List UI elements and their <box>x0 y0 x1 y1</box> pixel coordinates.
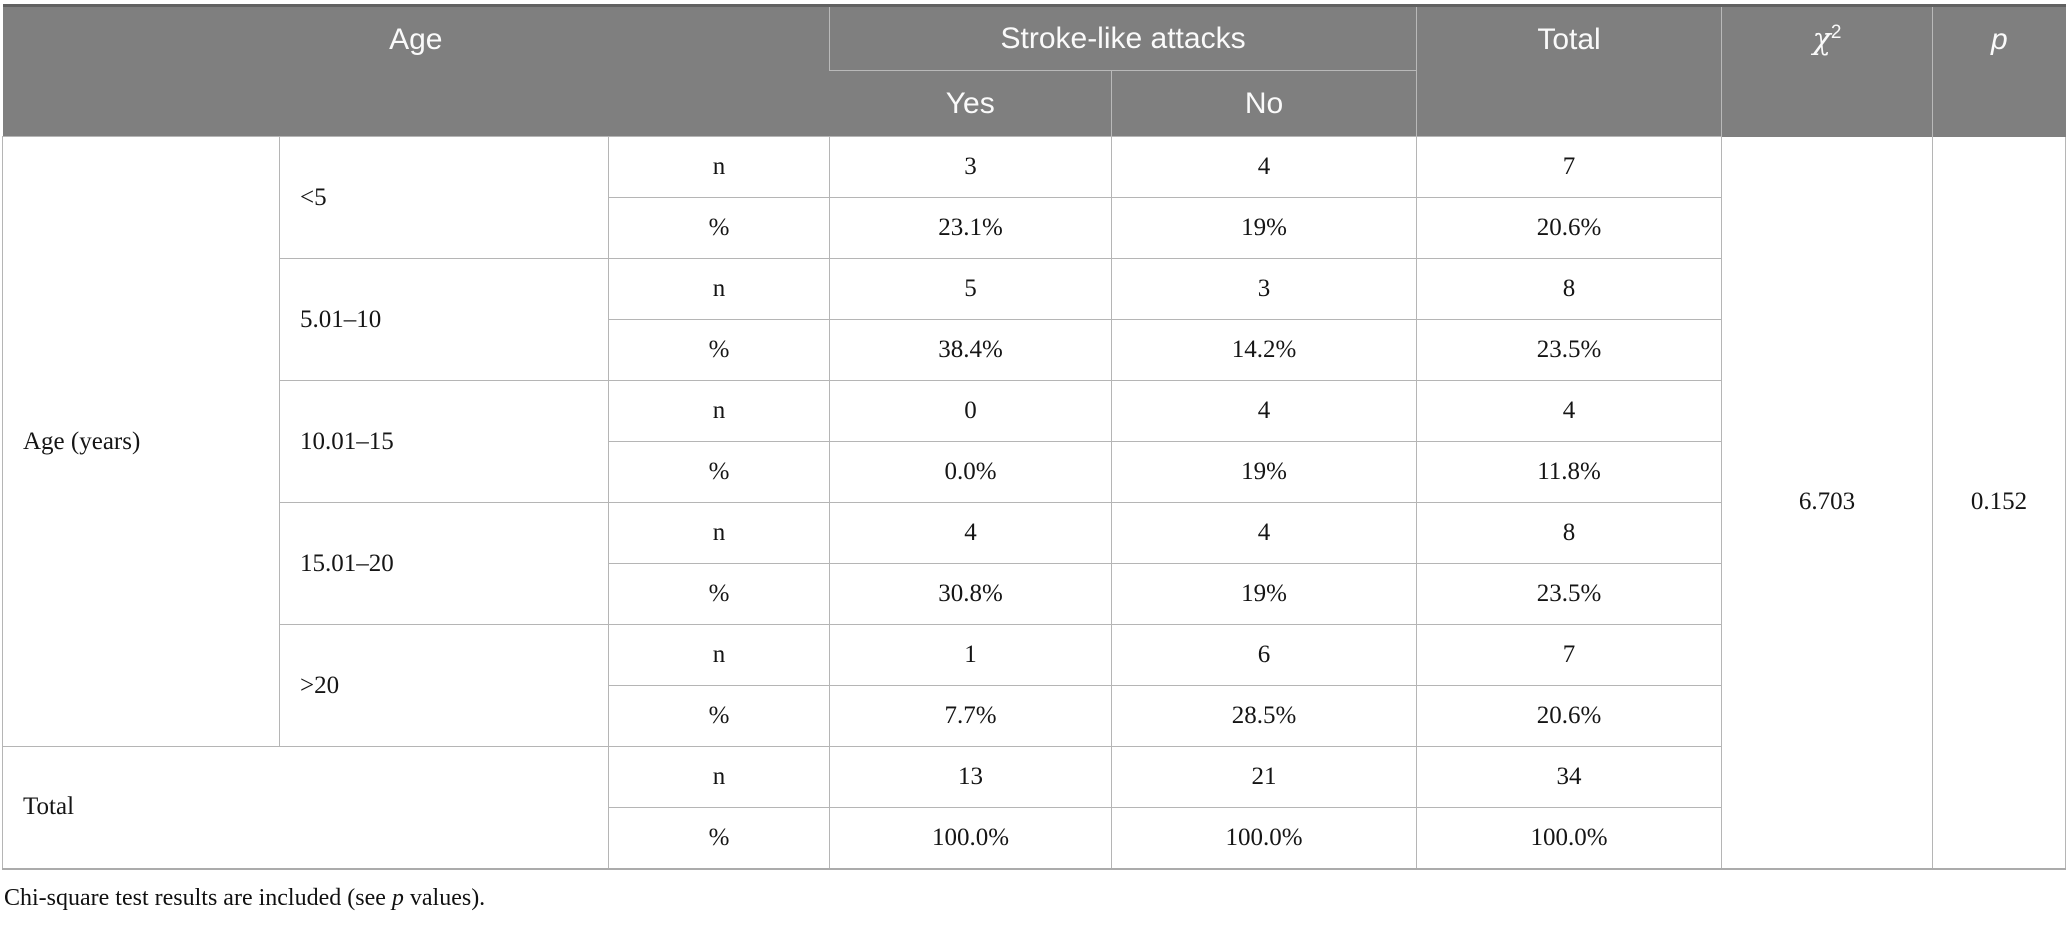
cell-total-pct-no: 100.0% <box>1111 807 1418 869</box>
header-no: No <box>1111 70 1417 137</box>
cell-g2-n-total: 4 <box>1416 380 1723 442</box>
header-stroke-like-attacks: Stroke-like attacks <box>829 5 1417 71</box>
table-row: 15.01–20 n 4 4 8 <box>3 502 2066 625</box>
cell-g4-n-total: 7 <box>1416 624 1723 686</box>
measure-label-pct: % <box>607 197 831 259</box>
table-row: Age (years) <5 n 3 4 7 6.703 0.152 <box>2 136 2067 869</box>
age-group-label-4: >20 <box>279 624 609 747</box>
table-row-total: % 100.0% 100.0% 100.0% <box>3 807 2066 869</box>
cell-g4-n-no: 6 <box>1111 624 1418 686</box>
measure-label-pct: % <box>607 441 831 503</box>
cell-g1-pct-total: 23.5% <box>1416 319 1723 381</box>
cell-total-pct-total: 100.0% <box>1416 807 1723 869</box>
chi-exponent: 2 <box>1830 22 1842 43</box>
cell-g0-pct-yes: 23.1% <box>829 197 1113 259</box>
cell-g3-n-yes: 4 <box>829 502 1113 564</box>
cell-total-n-yes: 13 <box>829 746 1113 808</box>
table-row: >20 n 1 6 7 <box>3 624 2066 747</box>
header-p: p <box>1932 5 2066 137</box>
header-total: Total <box>1416 5 1722 137</box>
cell-total-n-total: 34 <box>1416 746 1723 808</box>
cell-g0-n-total: 7 <box>1416 136 1723 198</box>
total-row-label: Total <box>2 746 609 869</box>
measure-label-pct: % <box>607 685 831 747</box>
table-row: % 30.8% 19% 23.5% <box>3 563 2066 625</box>
cell-g4-pct-no: 28.5% <box>1111 685 1418 747</box>
footnote-p-italic: p <box>391 884 404 911</box>
footnote-text-after: values). <box>403 884 486 911</box>
age-group-label-1: 5.01–10 <box>279 258 609 381</box>
footnote-text-before: Chi-square test results are included (se… <box>4 884 392 911</box>
cell-g3-n-no: 4 <box>1111 502 1418 564</box>
cell-g1-pct-no: 14.2% <box>1111 319 1418 381</box>
measure-label-pct: % <box>607 807 831 869</box>
cell-g3-pct-no: 19% <box>1111 563 1418 625</box>
table-row: % 7.7% 28.5% 20.6% <box>3 685 2066 747</box>
table-footnote: Chi-square test results are included (se… <box>4 885 2065 912</box>
cell-g4-pct-yes: 7.7% <box>829 685 1113 747</box>
header-yes: Yes <box>829 70 1112 137</box>
measure-label-n: n <box>607 502 831 564</box>
cell-g3-pct-yes: 30.8% <box>829 563 1113 625</box>
cell-g0-pct-no: 19% <box>1111 197 1418 259</box>
cell-g0-n-yes: 3 <box>829 136 1113 198</box>
cell-g1-n-total: 8 <box>1416 258 1723 320</box>
table-row: 5.01–10 n 5 3 8 <box>3 258 2066 381</box>
cell-g2-pct-no: 19% <box>1111 441 1418 503</box>
cell-g1-n-no: 3 <box>1111 258 1418 320</box>
row-header-age-years: Age (years) <box>2 136 280 747</box>
cell-g0-pct-total: 20.6% <box>1416 197 1723 259</box>
cell-g2-pct-yes: 0.0% <box>829 441 1113 503</box>
cell-g1-n-yes: 5 <box>829 258 1113 320</box>
measure-label-n: n <box>607 136 831 198</box>
measure-label-n: n <box>607 746 831 808</box>
cell-g0-n-no: 4 <box>1111 136 1418 198</box>
header-age: Age <box>2 5 830 137</box>
measure-label-pct: % <box>607 319 831 381</box>
header-chi-square: χ2 <box>1721 5 1933 137</box>
header-row-1: Age Stroke-like attacks Total χ2 p <box>2 5 2066 137</box>
cell-g3-pct-total: 23.5% <box>1416 563 1723 625</box>
p-value: 0.152 <box>1932 136 2067 869</box>
cell-g2-n-no: 4 <box>1111 380 1418 442</box>
cell-g1-pct-yes: 38.4% <box>829 319 1113 381</box>
chi-symbol: χ <box>1812 22 1831 57</box>
age-group-label-3: 15.01–20 <box>279 502 609 625</box>
cell-g2-pct-total: 11.8% <box>1416 441 1723 503</box>
table-row: % 38.4% 14.2% 23.5% <box>3 319 2066 381</box>
cell-g4-n-yes: 1 <box>829 624 1113 686</box>
measure-label-pct: % <box>607 563 831 625</box>
measure-label-n: n <box>607 380 831 442</box>
cell-g2-n-yes: 0 <box>829 380 1113 442</box>
table-row-total: Total n 13 21 34 <box>2 746 2066 869</box>
cell-g3-n-total: 8 <box>1416 502 1723 564</box>
age-group-label-2: 10.01–15 <box>279 380 609 503</box>
chi-square-table: Age Stroke-like attacks Total χ2 p Yes N… <box>2 4 2067 870</box>
chi-square-value: 6.703 <box>1721 136 1934 869</box>
header-row-2: Yes No <box>3 70 2066 137</box>
measure-label-n: n <box>607 624 831 686</box>
measure-label-n: n <box>607 258 831 320</box>
cell-total-pct-yes: 100.0% <box>829 807 1113 869</box>
cell-g4-pct-total: 20.6% <box>1416 685 1723 747</box>
age-group-label-0: <5 <box>279 136 609 259</box>
table-row: 10.01–15 n 0 4 4 <box>3 380 2066 503</box>
cell-total-n-no: 21 <box>1111 746 1418 808</box>
